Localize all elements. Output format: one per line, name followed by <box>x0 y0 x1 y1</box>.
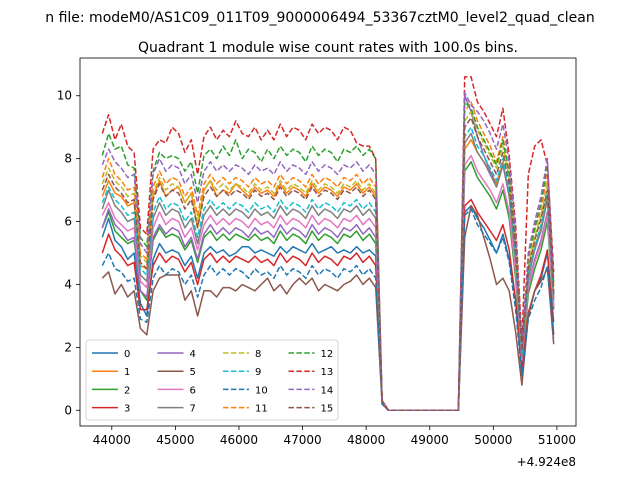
y-tick-label: 0 <box>64 403 72 417</box>
y-tick-label: 8 <box>64 152 72 166</box>
x-tick-label: 51000 <box>538 433 576 447</box>
figure-suptitle: n file: modeM0/AS1C09_011T09_9000006494_… <box>45 10 594 26</box>
series-line-2 <box>101 161 555 412</box>
x-tick-label: 47000 <box>283 433 321 447</box>
x-tick-label: 44000 <box>93 433 131 447</box>
legend-label-2: 2 <box>124 385 130 396</box>
x-tick-label: 50000 <box>474 433 512 447</box>
series-line-13 <box>101 76 555 412</box>
legend-label-10: 10 <box>255 385 268 396</box>
x-axis-offset-label: +4.924e8 <box>517 455 576 469</box>
series-line-10 <box>101 208 555 412</box>
series-line-7 <box>101 132 555 412</box>
x-tick-label: 48000 <box>347 433 385 447</box>
chart-title: Quadrant 1 module wise count rates with … <box>138 40 518 56</box>
legend-label-4: 4 <box>190 349 196 360</box>
legend-label-11: 11 <box>255 404 268 415</box>
legend-label-12: 12 <box>321 349 334 360</box>
series-line-8 <box>101 110 555 412</box>
legend-label-9: 9 <box>255 367 261 378</box>
series-line-4 <box>101 94 555 412</box>
y-tick-label: 2 <box>64 340 72 354</box>
series-line-15 <box>101 117 555 412</box>
legend-label-1: 1 <box>124 367 130 378</box>
x-axis: 44000 45000 46000 47000 48000 49000 50000 51000 <box>93 426 576 447</box>
legend-label-8: 8 <box>255 349 261 360</box>
series-line-9 <box>101 126 555 412</box>
series-line-6 <box>101 154 555 412</box>
legend-label-15: 15 <box>321 404 334 415</box>
series-line-3 <box>101 198 555 412</box>
legend-label-3: 3 <box>124 404 130 415</box>
legend-box <box>85 339 339 421</box>
series-layer <box>101 76 555 412</box>
legend-label-6: 6 <box>190 385 196 396</box>
plot-frame <box>79 57 577 427</box>
series-line-11 <box>101 101 555 412</box>
x-tick-label: 45000 <box>156 433 194 447</box>
series-line-12 <box>101 101 555 412</box>
y-tick-label: 4 <box>64 277 72 291</box>
x-tick-label: 49000 <box>411 433 449 447</box>
y-tick-label: 6 <box>64 215 72 229</box>
series-line-5 <box>101 205 555 412</box>
legend-label-7: 7 <box>190 404 196 415</box>
legend-label-0: 0 <box>124 349 130 360</box>
legend-label-13: 13 <box>321 367 334 378</box>
series-line-14 <box>101 91 555 412</box>
legend-label-14: 14 <box>321 385 334 396</box>
x-tick-label: 46000 <box>220 433 258 447</box>
legend-label-5: 5 <box>190 367 196 378</box>
y-tick-label: 10 <box>57 89 72 103</box>
y-axis: 0 2 4 6 8 10 <box>57 89 80 417</box>
